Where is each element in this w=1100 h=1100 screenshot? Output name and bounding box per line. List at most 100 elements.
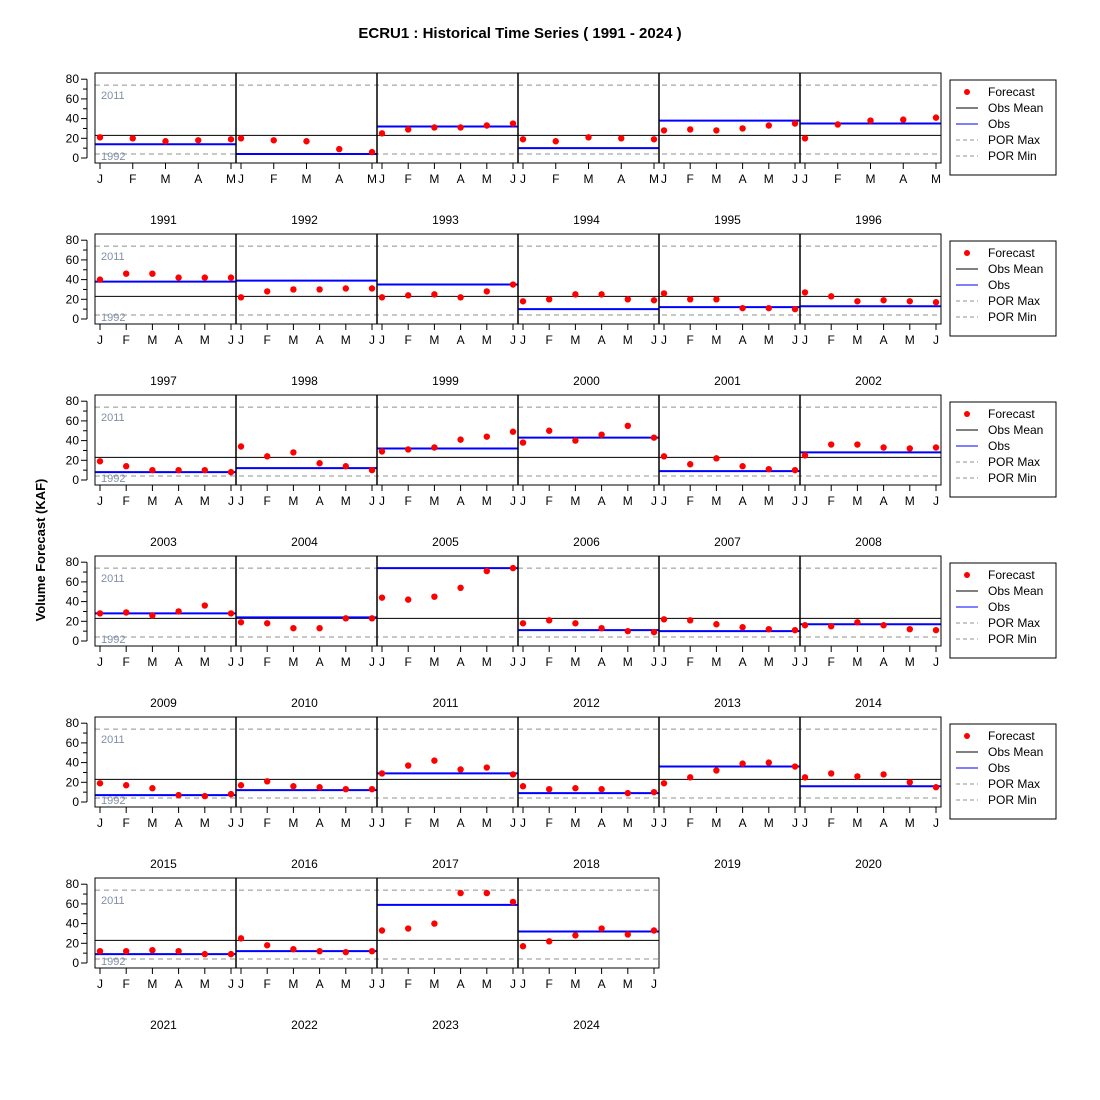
x-tick-label: M bbox=[931, 172, 941, 186]
y-tick-label: 80 bbox=[66, 716, 80, 730]
x-tick-label: A bbox=[598, 977, 606, 991]
forecast-point bbox=[687, 617, 694, 624]
legend: Forecast Obs Mean Obs POR Max POR Min bbox=[949, 79, 1057, 176]
x-tick-label: M bbox=[429, 494, 439, 508]
x-tick-label: F bbox=[405, 494, 412, 508]
x-tick-label: J bbox=[379, 977, 385, 991]
x-tick-label: F bbox=[405, 977, 412, 991]
x-tick-label: A bbox=[598, 655, 606, 669]
forecast-point bbox=[316, 947, 323, 955]
forecast-point bbox=[906, 298, 913, 305]
x-tick-label: J bbox=[228, 655, 234, 669]
x-tick-label: A bbox=[175, 977, 183, 991]
forecast-point bbox=[598, 624, 605, 632]
x-tick-label: F bbox=[264, 977, 271, 991]
forecast-point bbox=[457, 124, 464, 131]
x-tick-label: A bbox=[457, 816, 465, 830]
x-tick-label: A bbox=[880, 333, 888, 347]
forecast-point bbox=[96, 610, 104, 617]
x-tick-label: J bbox=[661, 172, 667, 186]
forecast-point bbox=[175, 947, 182, 955]
x-tick-label: J bbox=[369, 977, 375, 991]
forecast-point bbox=[457, 766, 464, 773]
forecast-point bbox=[828, 623, 835, 630]
y-tick-label: 80 bbox=[66, 233, 80, 247]
y-tick-label: 80 bbox=[66, 555, 80, 569]
forecast-point bbox=[129, 135, 136, 142]
forecast-point bbox=[739, 463, 746, 470]
forecast-point bbox=[791, 626, 799, 634]
x-tick-label: J bbox=[379, 816, 385, 830]
forecast-point bbox=[660, 616, 668, 623]
x-tick-label: J bbox=[933, 494, 939, 508]
x-tick-label: J bbox=[933, 655, 939, 669]
year-label: 1991 bbox=[150, 213, 177, 227]
forecast-point bbox=[123, 609, 130, 616]
year-label: 1995 bbox=[714, 213, 741, 227]
x-tick-label: A bbox=[175, 333, 183, 347]
forecast-point bbox=[598, 431, 605, 438]
x-tick-label: M bbox=[764, 494, 774, 508]
forecast-point bbox=[201, 466, 208, 474]
y-tick-label: 80 bbox=[66, 877, 80, 891]
forecast-point bbox=[932, 299, 940, 306]
forecast-point bbox=[598, 291, 605, 298]
y-tick-label: 0 bbox=[72, 151, 79, 165]
x-tick-label: J bbox=[651, 977, 657, 991]
x-tick-label: J bbox=[792, 333, 798, 347]
forecast-point bbox=[227, 610, 235, 617]
x-tick-label: A bbox=[316, 655, 324, 669]
x-tick-label: A bbox=[899, 172, 907, 186]
forecast-point bbox=[96, 134, 104, 141]
x-tick-label: F bbox=[405, 172, 412, 186]
y-tick-label: 20 bbox=[66, 292, 80, 306]
x-tick-label: M bbox=[200, 494, 210, 508]
forecast-point bbox=[378, 448, 386, 455]
x-tick-label: M bbox=[764, 172, 774, 186]
forecast-point bbox=[405, 596, 412, 603]
x-tick-label: J bbox=[97, 172, 103, 186]
y-tick-label: 0 bbox=[72, 795, 79, 809]
year-label: 1999 bbox=[432, 374, 459, 388]
forecast-point bbox=[405, 446, 412, 453]
x-tick-label: M bbox=[482, 655, 492, 669]
forecast-point bbox=[509, 120, 517, 127]
x-tick-label: J bbox=[379, 333, 385, 347]
forecast-point bbox=[316, 286, 323, 293]
legend: Forecast Obs Mean Obs POR Max POR Min bbox=[949, 240, 1057, 337]
forecast-point bbox=[854, 441, 861, 448]
x-tick-label: A bbox=[739, 655, 747, 669]
x-tick-label: A bbox=[880, 816, 888, 830]
forecast-point bbox=[290, 449, 297, 456]
forecast-point bbox=[405, 126, 412, 133]
forecast-point bbox=[765, 625, 772, 633]
year-label: 2006 bbox=[573, 535, 600, 549]
forecast-point bbox=[801, 135, 809, 142]
forecast-point bbox=[201, 950, 208, 958]
x-tick-label: M bbox=[147, 816, 157, 830]
x-tick-label: M bbox=[570, 977, 580, 991]
year-label: 2008 bbox=[855, 535, 882, 549]
forecast-point bbox=[713, 127, 720, 134]
forecast-point bbox=[801, 452, 809, 459]
forecast-point bbox=[624, 422, 631, 430]
x-tick-label: A bbox=[739, 816, 747, 830]
x-tick-label: F bbox=[264, 816, 271, 830]
x-tick-label: M bbox=[200, 816, 210, 830]
x-tick-label: F bbox=[546, 494, 553, 508]
x-tick-label: M bbox=[341, 494, 351, 508]
legend-label: Obs Mean bbox=[988, 101, 1043, 115]
x-tick-label: A bbox=[316, 333, 324, 347]
y-tick-label: 40 bbox=[66, 434, 80, 448]
year-label: 2014 bbox=[855, 696, 882, 710]
x-tick-label: M bbox=[429, 333, 439, 347]
x-tick-label: M bbox=[482, 172, 492, 186]
forecast-point bbox=[368, 466, 376, 474]
x-tick-label: A bbox=[457, 977, 465, 991]
x-tick-label: J bbox=[510, 655, 516, 669]
forecast-point bbox=[932, 114, 940, 121]
x-tick-label: M bbox=[866, 172, 876, 186]
forecast-point bbox=[264, 942, 271, 949]
x-tick-label: J bbox=[520, 977, 526, 991]
x-tick-label: M bbox=[161, 172, 171, 186]
